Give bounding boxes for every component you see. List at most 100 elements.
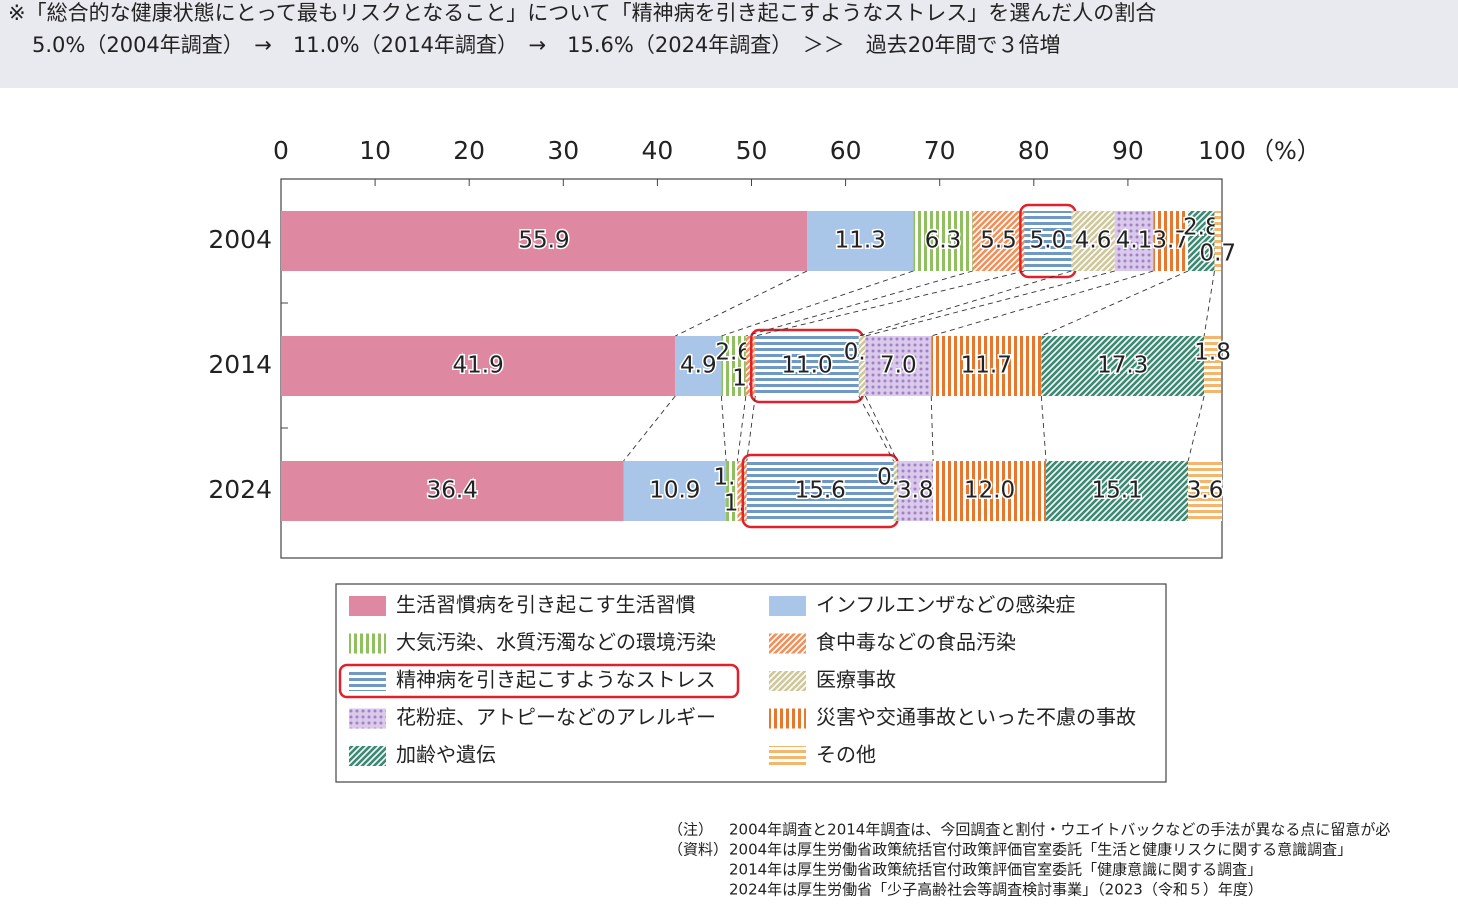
connector-line (675, 270, 808, 337)
bar-segment (281, 211, 808, 271)
value-label: 12.0 (964, 478, 1015, 504)
header-band (0, 0, 1458, 88)
bar-segment (726, 461, 738, 521)
bar-segment (675, 336, 722, 396)
bar-segment (1214, 211, 1222, 271)
connector-line (931, 270, 1154, 337)
x-tick-label: 20 (453, 136, 485, 165)
legend-label: その他 (816, 743, 876, 767)
legend-label: 精神病を引き起こすようなストレス (396, 668, 716, 692)
bar-segment (972, 211, 1025, 271)
legend-swatch (769, 633, 806, 654)
legend-frame (335, 583, 1167, 783)
bar-segment (1114, 211, 1154, 271)
value-label: 3.8 (897, 478, 934, 504)
value-label: 17.3 (1097, 353, 1148, 379)
legend-swatch (349, 596, 386, 616)
note-text: 2024年は厚生労働省「少子高齢社会等調査検討事業」（2023（令和５）年度） (729, 881, 1263, 899)
value-label: 11.3 (835, 228, 886, 254)
bar-segment (1024, 211, 1072, 271)
value-label: 11.0 (781, 353, 832, 379)
x-tick-label: 10 (359, 136, 391, 165)
bar-segment (755, 336, 859, 396)
connector-line (864, 395, 898, 462)
bar-segment (865, 336, 932, 396)
connector-line (930, 395, 934, 462)
connector-line (623, 395, 676, 462)
header-line: 5.0%（2004年調査） → 11.0%（2014年調査） → 15.6%（2… (32, 33, 1061, 57)
connector-line (1040, 395, 1047, 462)
bar-segment (623, 461, 727, 521)
value-label: 2.8 (1183, 215, 1220, 241)
bar-segment (897, 461, 934, 521)
value-label: 1.8 (1194, 340, 1231, 366)
x-tick-label: 100 (1198, 136, 1246, 165)
legend-swatch (769, 746, 806, 766)
x-tick-label: 60 (830, 136, 862, 165)
note-text: 2004年は厚生労働省政策統括官付政策評価官室委託「生活と健康リスクに関する意識… (729, 841, 1352, 859)
legend-label: 災害や交通事故といった不慮の事故 (816, 705, 1136, 729)
legend-swatch (349, 671, 386, 691)
highlight-box (338, 663, 740, 699)
bar-segment (933, 461, 1047, 521)
x-tick-label: 90 (1112, 136, 1144, 165)
connector-line (755, 270, 1025, 337)
value-label: 3.6 (1187, 478, 1224, 504)
bar-segment (807, 211, 914, 271)
y-tick-label: 2014 (208, 350, 272, 379)
connector-line (1041, 270, 1189, 337)
header-line: ※「総合的な健康状態にとって最もリスクとなること」について「精神病を引き起こすよ… (8, 1, 1156, 25)
connector-line (1187, 395, 1205, 462)
note-label: （資料） (668, 841, 728, 859)
x-tick-label: 80 (1018, 136, 1050, 165)
y-tick-label: 2024 (208, 475, 272, 504)
value-label: 55.9 (518, 228, 569, 254)
legend-swatch (349, 633, 386, 654)
value-label: 4.1 (1116, 228, 1153, 254)
x-tick-label: 40 (641, 136, 673, 165)
connector-line (858, 270, 1072, 337)
connector-line (865, 270, 1115, 337)
legend-label: 医療事故 (816, 668, 896, 692)
legend-swatch (769, 671, 806, 691)
value-label: 15.6 (795, 478, 846, 504)
legend-swatch (349, 746, 386, 766)
value-label: 4.6 (1075, 228, 1112, 254)
legend-label: 大気汚染、水質汚濁などの環境汚染 (396, 630, 716, 654)
legend-label: 花粉症、アトピーなどのアレルギー (396, 705, 716, 729)
value-label: 15.1 (1091, 478, 1142, 504)
value-label: 7.0 (880, 353, 917, 379)
bar-segment (281, 336, 676, 396)
bar-segment (931, 336, 1042, 396)
connector-line (745, 270, 973, 337)
note-label: （注） (668, 821, 713, 839)
x-tick-label: 70 (924, 136, 956, 165)
connector-line (720, 395, 727, 462)
connector-line (736, 395, 747, 462)
bar-segment (1071, 211, 1115, 271)
legend-label: 食中毒などの食品汚染 (816, 630, 1016, 654)
note-text: 2014年は厚生労働省政策統括官付政策評価官室委託「健康意識に関する調査」 (729, 861, 1262, 879)
connector-line (746, 395, 756, 462)
legend-label: インフルエンザなどの感染症 (816, 593, 1075, 617)
legend-label: 加齢や遺伝 (396, 743, 496, 767)
legend-label: 生活習慣病を引き起こす生活習慣 (396, 593, 696, 617)
bar-segment (1041, 336, 1205, 396)
y-tick-label: 2004 (208, 225, 272, 254)
x-tick-label: 50 (736, 136, 768, 165)
bar-segment (893, 461, 898, 521)
x-tick-label: 30 (547, 136, 579, 165)
connector-line (1203, 270, 1215, 337)
value-label: 0.7 (1199, 241, 1236, 267)
x-tick-label: 0 (273, 136, 289, 165)
connector-line (721, 270, 914, 337)
value-label: 4.9 (680, 353, 717, 379)
value-label: 41.9 (453, 353, 504, 379)
bar-segment (746, 461, 894, 521)
legend-swatch (769, 596, 806, 616)
value-label: 11.7 (961, 353, 1012, 379)
bar-segment (858, 336, 866, 396)
bar-segment (1153, 211, 1189, 271)
connector-line (858, 395, 894, 462)
